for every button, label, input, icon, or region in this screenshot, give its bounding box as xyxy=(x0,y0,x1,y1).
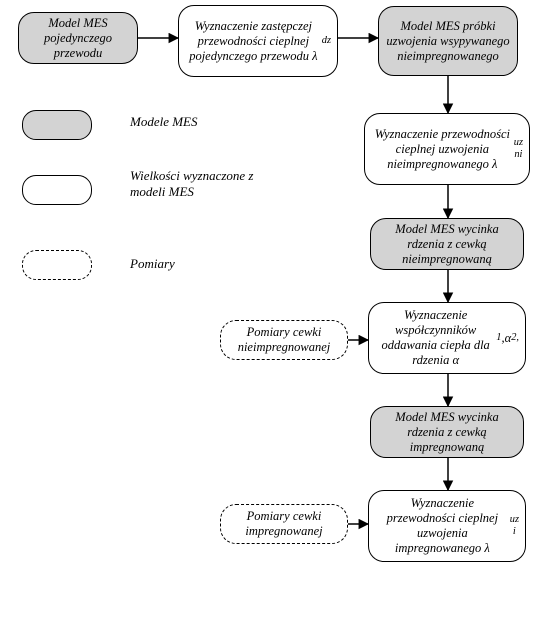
legend-label-model: Modele MES xyxy=(130,114,260,130)
legend-swatch-meas xyxy=(22,250,92,280)
node-n3: Model MES próbki uzwojenia wsypywanego n… xyxy=(378,6,518,76)
node-n6: Wyznaczenie współczynników oddawania cie… xyxy=(368,302,526,374)
node-n2: Wyznaczenie zastępczej przewodności ciep… xyxy=(178,5,338,77)
legend-swatch-calc xyxy=(22,175,92,205)
node-n8: Wyznaczenie przewodności cieplnej uzwoje… xyxy=(368,490,526,562)
node-n1: Model MES pojedynczego przewodu xyxy=(18,12,138,64)
node-n4: Wyznaczenie przewodności cieplnej uzwoje… xyxy=(364,113,530,185)
node-n5: Model MES wycinka rdzenia z cewką nieimp… xyxy=(370,218,524,270)
node-m2: Pomiary cewki impregnowanej xyxy=(220,504,348,544)
node-m1: Pomiary cewki nieimpregnowanej xyxy=(220,320,348,360)
node-n7: Model MES wycinka rdzenia z cewką impreg… xyxy=(370,406,524,458)
legend-label-meas: Pomiary xyxy=(130,256,260,272)
legend-swatch-model xyxy=(22,110,92,140)
legend-label-calc: Wielkości wyznaczone z modeli MES xyxy=(130,168,260,199)
